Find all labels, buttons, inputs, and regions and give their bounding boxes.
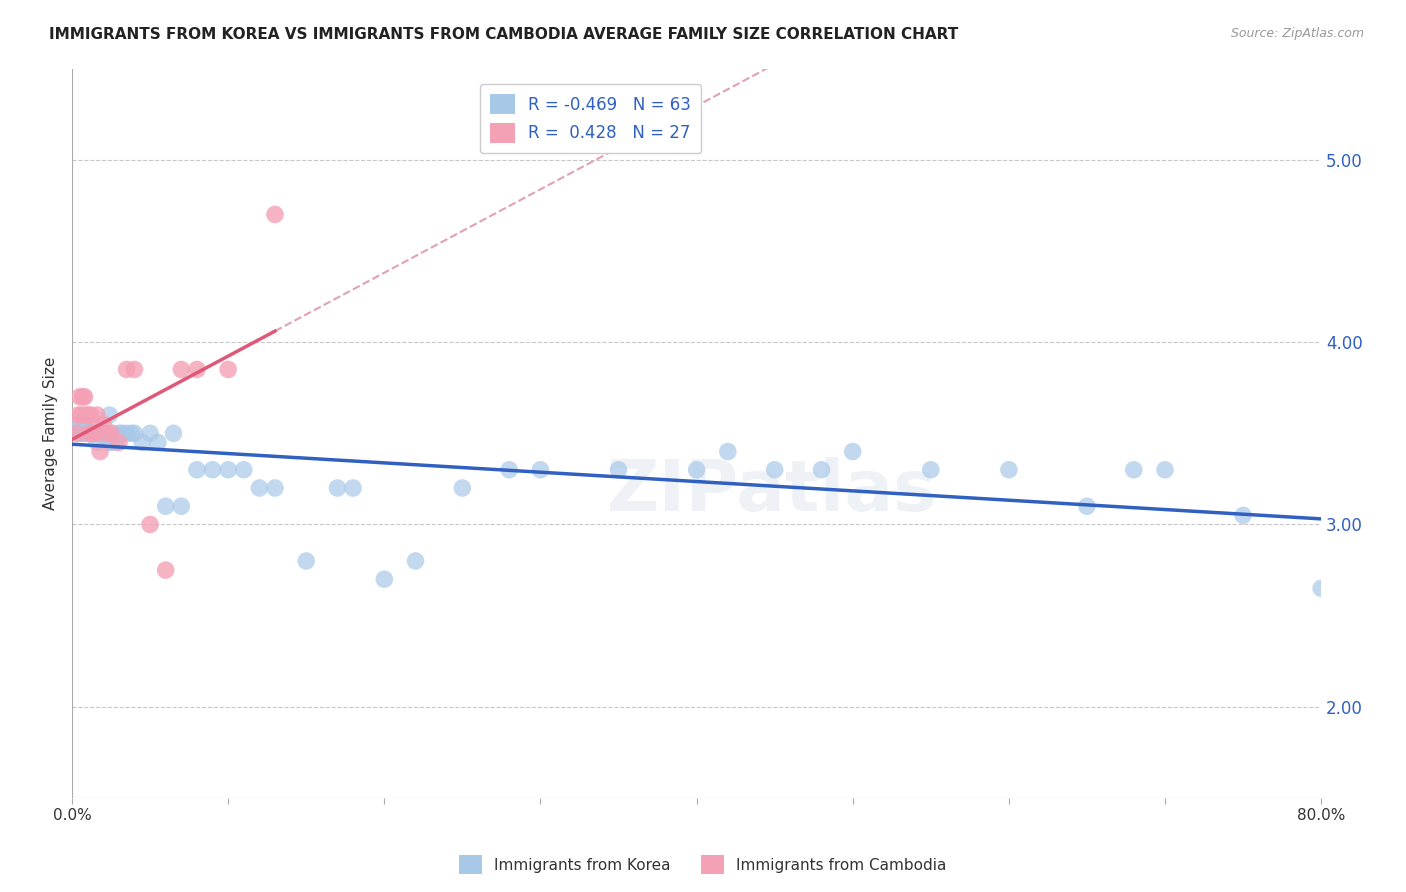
Point: [69, 390, 91, 404]
Point: [70, 408, 93, 422]
Point: [186, 362, 208, 376]
Point: [111, 426, 134, 441]
Point: [170, 500, 193, 514]
Point: [100, 426, 122, 441]
Point: [247, 481, 270, 495]
Point: [217, 463, 239, 477]
Point: [146, 435, 169, 450]
Point: [76, 426, 98, 441]
Text: ZIPatlas: ZIPatlas: [606, 458, 936, 526]
Point: [998, 463, 1021, 477]
Point: [373, 572, 395, 586]
Point: [84, 426, 107, 441]
Point: [1310, 582, 1333, 596]
Point: [80, 417, 103, 432]
Point: [89, 426, 111, 441]
Point: [139, 517, 162, 532]
Point: [131, 435, 153, 450]
Point: [90, 426, 112, 441]
Point: [98, 408, 121, 422]
Point: [100, 435, 122, 450]
Point: [717, 444, 740, 458]
Point: [97, 435, 120, 450]
Point: [77, 426, 100, 441]
Point: [84, 426, 107, 441]
Point: [498, 463, 520, 477]
Legend: Immigrants from Korea, Immigrants from Cambodia: Immigrants from Korea, Immigrants from C…: [453, 849, 953, 880]
Point: [82, 426, 104, 441]
Point: [73, 390, 96, 404]
Point: [529, 463, 551, 477]
Point: [115, 426, 138, 441]
Point: [920, 463, 942, 477]
Point: [841, 444, 863, 458]
Point: [155, 500, 177, 514]
Point: [201, 463, 224, 477]
Point: [342, 481, 364, 495]
Y-axis label: Average Family Size: Average Family Size: [44, 357, 58, 510]
Point: [94, 426, 117, 441]
Point: [1122, 463, 1144, 477]
Point: [75, 408, 97, 422]
Point: [1154, 463, 1177, 477]
Point: [72, 426, 94, 441]
Point: [104, 435, 127, 450]
Point: [87, 426, 110, 441]
Point: [96, 426, 118, 441]
Point: [295, 554, 318, 568]
Point: [76, 408, 98, 422]
Point: [80, 408, 103, 422]
Point: [73, 417, 96, 432]
Point: [405, 554, 427, 568]
Point: [232, 463, 254, 477]
Point: [67, 417, 90, 432]
Point: [66, 426, 89, 441]
Point: [124, 362, 146, 376]
Point: [70, 426, 93, 441]
Point: [264, 481, 287, 495]
Point: [89, 444, 111, 458]
Point: [217, 362, 239, 376]
Point: [264, 207, 287, 221]
Point: [91, 417, 114, 432]
Point: [139, 426, 162, 441]
Point: [82, 426, 104, 441]
Point: [115, 362, 138, 376]
Point: [685, 463, 707, 477]
Point: [763, 463, 786, 477]
Point: [451, 481, 474, 495]
Text: Source: ZipAtlas.com: Source: ZipAtlas.com: [1230, 27, 1364, 40]
Point: [67, 408, 90, 422]
Point: [72, 390, 94, 404]
Point: [1232, 508, 1254, 523]
Point: [108, 435, 131, 450]
Point: [101, 426, 124, 441]
Point: [810, 463, 832, 477]
Point: [124, 426, 146, 441]
Point: [75, 426, 97, 441]
Point: [66, 417, 89, 432]
Text: IMMIGRANTS FROM KOREA VS IMMIGRANTS FROM CAMBODIA AVERAGE FAMILY SIZE CORRELATIO: IMMIGRANTS FROM KOREA VS IMMIGRANTS FROM…: [49, 27, 959, 42]
Point: [86, 435, 108, 450]
Point: [170, 362, 193, 376]
Legend: R = -0.469   N = 63, R =  0.428   N = 27: R = -0.469 N = 63, R = 0.428 N = 27: [479, 84, 702, 153]
Point: [77, 426, 100, 441]
Point: [83, 426, 105, 441]
Point: [86, 408, 108, 422]
Point: [83, 426, 105, 441]
Point: [69, 426, 91, 441]
Point: [108, 426, 131, 441]
Point: [326, 481, 349, 495]
Point: [120, 426, 142, 441]
Point: [607, 463, 630, 477]
Point: [96, 426, 118, 441]
Point: [155, 563, 177, 577]
Point: [91, 426, 114, 441]
Point: [162, 426, 184, 441]
Point: [186, 463, 208, 477]
Point: [1076, 500, 1098, 514]
